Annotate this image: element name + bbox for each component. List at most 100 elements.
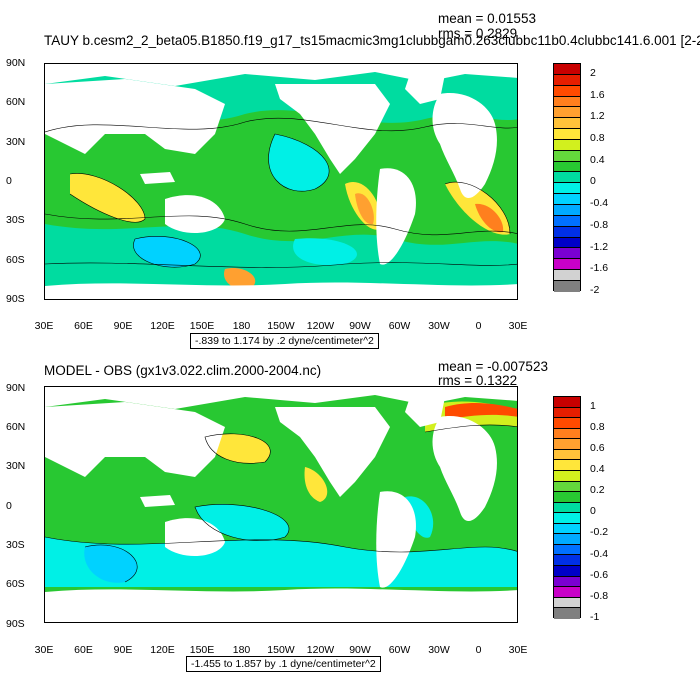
- lon-label: 0: [475, 320, 482, 332]
- colorbar-swatch: [554, 470, 580, 482]
- colorbar-label: -0.4: [590, 197, 609, 210]
- lat-label-60s: 60S: [6, 578, 25, 590]
- colorbar-swatch: [554, 96, 580, 108]
- lon-label: 150W: [267, 320, 295, 332]
- colorbar-label: -1: [590, 611, 600, 623]
- lon-label: 90W: [349, 320, 371, 332]
- colorbar-swatch: [554, 587, 580, 598]
- colorbar-label: -1.2: [590, 240, 609, 253]
- lat-label-60s: 60S: [6, 254, 25, 266]
- lon-label: 120E: [150, 644, 175, 656]
- colorbar-label: 2: [590, 66, 596, 79]
- lon-label: 150E: [189, 320, 215, 332]
- lat-label-eq: 0: [6, 175, 12, 187]
- colorbar-swatch: [554, 481, 580, 493]
- lon-label: 30E: [508, 320, 528, 332]
- colorbar-label: -2: [590, 284, 600, 296]
- colorbar-label: -1.6: [590, 262, 609, 275]
- colorbar-swatch: [554, 566, 580, 577]
- colorbar-label: 0.8: [590, 420, 605, 433]
- colorbar-swatch: [554, 576, 580, 588]
- lon-label: 30E: [34, 320, 54, 332]
- colorbar-swatch: [554, 129, 580, 140]
- lat-label-30n: 30N: [6, 136, 26, 148]
- colorbar-swatch: [554, 555, 580, 566]
- colorbar-swatch: [554, 194, 580, 205]
- colorbar-label: 0.4: [590, 153, 605, 166]
- mean-value: mean = 0.01553: [438, 11, 536, 26]
- lat-label-60n: 60N: [6, 421, 26, 433]
- tauy-map: [44, 63, 518, 300]
- lon-label: 120W: [306, 644, 335, 656]
- colorbar-swatch: [554, 439, 580, 450]
- colorbar: [553, 396, 581, 619]
- lat-label-30n: 30N: [6, 460, 26, 472]
- colorbar-swatch: [554, 492, 580, 503]
- lon-label: 90W: [349, 644, 371, 656]
- colorbar-swatch: [554, 523, 580, 535]
- colorbar-label: -0.2: [590, 526, 609, 539]
- tauy-panel: mean = 0.01553 rms = 0.2829 TAUY b.cesm2…: [6, 11, 700, 349]
- colorbar-swatch: [554, 107, 580, 119]
- lon-label: 60E: [74, 644, 93, 656]
- colorbar-swatch: [554, 74, 580, 86]
- colorbar-label: 0.4: [590, 463, 605, 475]
- lon-label: 180: [232, 320, 251, 332]
- model-minus-obs-panel: mean = -0.007523 rms = 0.1322 MODEL - OB…: [0, 350, 700, 700]
- difference-map: [44, 386, 518, 623]
- lon-label: 30W: [428, 644, 450, 656]
- lon-label: 150W: [267, 644, 295, 656]
- lon-label: 30W: [428, 320, 450, 332]
- lon-label: 150E: [189, 644, 215, 656]
- colorbar-swatch: [554, 226, 580, 238]
- colorbar-label: 0.8: [590, 132, 605, 144]
- colorbar-swatch: [554, 64, 580, 75]
- colorbar-swatch: [554, 118, 580, 130]
- colorbar-swatch: [554, 449, 580, 461]
- colorbar-swatch: [554, 544, 580, 556]
- colorbar-swatch: [554, 513, 580, 524]
- colorbar-label: 0.6: [590, 441, 605, 454]
- rms-value: rms = 0.1322: [438, 373, 518, 388]
- colorbar-label: 1: [590, 399, 596, 412]
- colorbar-swatch: [554, 428, 580, 440]
- colorbar-label: -0.6: [590, 568, 609, 581]
- lon-label: 60W: [388, 644, 411, 656]
- plot-title: TAUY b.cesm2_2_beta05.B1850.f19_g17_ts15…: [44, 33, 700, 48]
- colorbar-label: 0: [590, 175, 596, 188]
- lat-label-90s: 90S: [6, 618, 25, 630]
- colorbar-label: -0.8: [590, 218, 609, 231]
- colorbar-swatch: [554, 161, 580, 173]
- colorbar-label: -0.4: [590, 547, 609, 560]
- plot-title: MODEL - OBS (gx1v3.022.clim.2000-2004.nc…: [44, 363, 322, 378]
- colorbar-label: 0: [590, 505, 596, 518]
- lon-label: 180: [232, 644, 251, 656]
- lat-label-30s: 30S: [6, 214, 25, 226]
- colorbar-swatch: [554, 502, 580, 514]
- colorbar-swatch: [554, 597, 580, 609]
- colorbar-swatch: [554, 85, 580, 97]
- colorbar-swatch: [554, 534, 580, 545]
- lon-label: 30E: [508, 644, 528, 656]
- lat-label-60n: 60N: [6, 96, 26, 108]
- colorbar-swatch: [554, 248, 580, 260]
- colorbar-swatch: [554, 280, 580, 292]
- colorbar-swatch: [554, 204, 580, 216]
- lon-label: 90E: [113, 644, 133, 656]
- lat-label-90n: 90N: [6, 382, 26, 394]
- lat-label-90n: 90N: [6, 57, 26, 69]
- lon-label: 60E: [74, 320, 93, 332]
- contour-info: -.839 to 1.174 by .2 dyne/centimeter^2: [190, 333, 379, 349]
- colorbar-swatch: [554, 237, 580, 249]
- colorbar-swatch: [554, 150, 580, 162]
- contour-info: -1.455 to 1.857 by .1 dyne/centimeter^2: [186, 656, 381, 672]
- colorbar-swatch: [554, 407, 580, 419]
- lat-label-30s: 30S: [6, 539, 25, 551]
- colorbar-swatch: [554, 460, 580, 471]
- colorbar-swatch: [554, 270, 580, 281]
- colorbar-swatch: [554, 418, 580, 429]
- colorbar-label: 1.2: [590, 110, 605, 123]
- colorbar-swatch: [554, 397, 580, 408]
- lat-label-eq: 0: [6, 500, 12, 512]
- lon-label: 120W: [306, 320, 335, 332]
